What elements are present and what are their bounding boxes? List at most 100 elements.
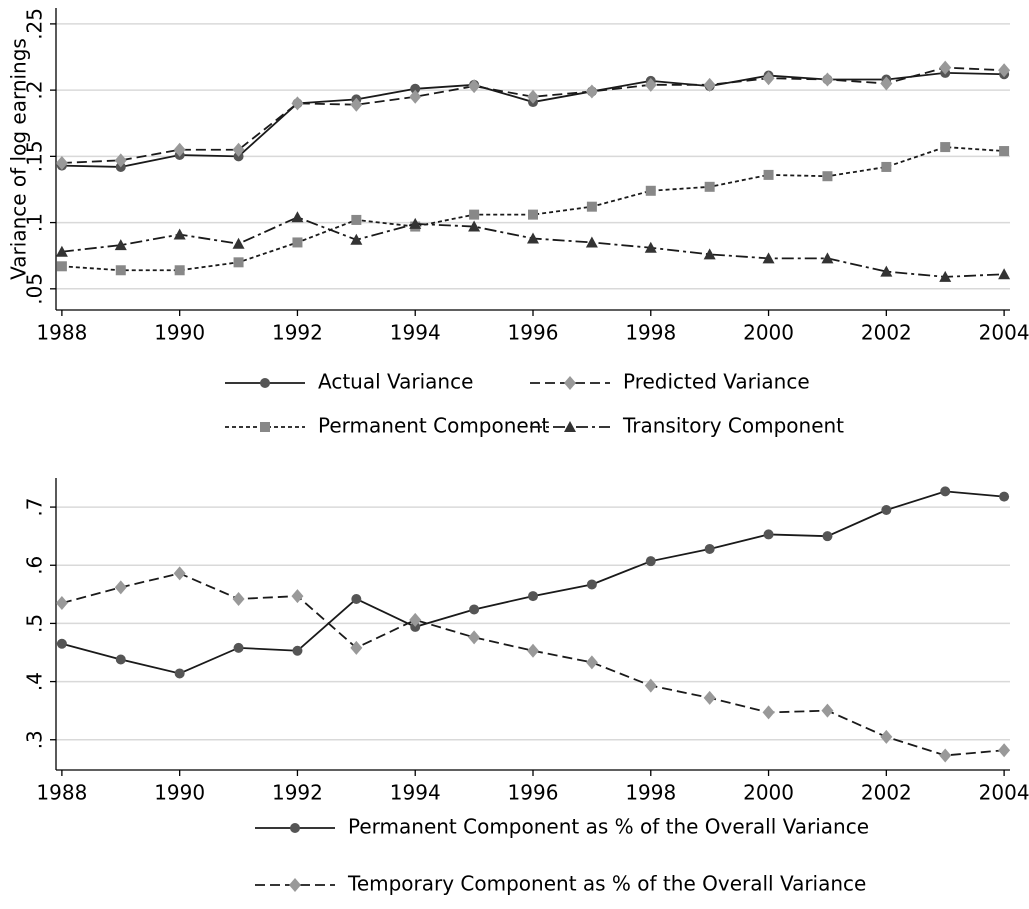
marker — [290, 823, 300, 833]
marker — [940, 486, 951, 497]
marker — [351, 593, 362, 604]
marker — [292, 645, 303, 656]
marker — [704, 181, 715, 192]
marker — [762, 705, 775, 720]
marker — [115, 654, 126, 665]
x-tick-label: 2004 — [979, 321, 1029, 345]
marker — [763, 529, 774, 540]
marker — [55, 155, 68, 170]
x-tick-label: 1998 — [625, 321, 676, 345]
legend-label: Permanent Component — [318, 414, 549, 438]
x-tick-label: 1996 — [508, 781, 559, 805]
x-tick-label: 1994 — [390, 781, 441, 805]
marker — [232, 142, 245, 157]
series-line — [61, 66, 1005, 164]
marker — [114, 153, 127, 168]
marker — [351, 214, 362, 225]
x-tick-label: 2000 — [743, 321, 794, 345]
marker — [115, 265, 126, 276]
x-tick-label: 1988 — [36, 321, 87, 345]
marker — [939, 270, 952, 282]
marker — [762, 252, 775, 264]
marker — [291, 211, 304, 223]
y-tick-label: .6 — [23, 556, 47, 575]
marker — [528, 209, 538, 220]
y-tick-label: .05 — [23, 273, 47, 305]
y-tick-label: .15 — [23, 140, 47, 172]
marker — [233, 257, 244, 268]
marker — [821, 252, 834, 264]
marker — [173, 142, 186, 157]
marker — [564, 376, 576, 390]
marker — [232, 237, 245, 249]
marker — [350, 233, 363, 245]
y-tick-label: .3 — [23, 730, 47, 749]
y-tick-label: .1 — [23, 213, 47, 232]
x-tick-label: 1990 — [154, 321, 205, 345]
marker — [999, 146, 1010, 157]
marker — [114, 580, 127, 595]
marker — [232, 591, 245, 606]
marker — [703, 248, 716, 260]
marker — [821, 72, 834, 87]
marker — [645, 185, 656, 196]
x-tick-label: 1994 — [390, 321, 441, 345]
marker — [822, 171, 833, 182]
series-line — [61, 72, 1005, 168]
x-tick-label: 2000 — [743, 781, 794, 805]
marker — [527, 89, 539, 104]
marker — [291, 96, 304, 111]
x-tick-label: 1990 — [154, 781, 205, 805]
marker — [173, 566, 186, 581]
marker — [822, 531, 833, 542]
marker — [998, 63, 1011, 78]
x-tick-label: 1992 — [272, 781, 323, 805]
series-line — [61, 146, 1005, 272]
marker — [292, 237, 303, 248]
marker — [881, 161, 892, 172]
marker — [55, 245, 68, 257]
marker — [586, 201, 597, 212]
marker — [410, 83, 421, 94]
marker — [174, 265, 185, 276]
legend-label: Actual Variance — [318, 370, 473, 394]
marker — [880, 729, 893, 744]
marker — [763, 169, 774, 180]
marker — [564, 421, 576, 432]
marker — [703, 690, 716, 705]
marker — [585, 236, 598, 248]
marker — [469, 209, 480, 220]
marker — [998, 268, 1011, 280]
y-tick-label: .7 — [23, 498, 47, 517]
marker — [939, 748, 952, 763]
legend-label: Predicted Variance — [623, 370, 810, 394]
marker — [585, 84, 598, 99]
x-tick-label: 1988 — [36, 781, 87, 805]
y-axis-title: Variance of log earnings — [7, 38, 31, 280]
marker — [468, 79, 481, 94]
marker — [56, 638, 67, 649]
marker — [350, 97, 363, 112]
marker — [586, 579, 597, 590]
marker — [762, 71, 775, 86]
y-tick-label: .25 — [23, 8, 47, 40]
marker — [260, 378, 270, 388]
marker — [114, 239, 127, 251]
marker — [469, 604, 480, 615]
marker — [55, 596, 68, 611]
x-tick-label: 2002 — [861, 781, 912, 805]
marker — [645, 556, 656, 567]
marker — [527, 232, 539, 244]
x-tick-label: 1998 — [625, 781, 676, 805]
legend-label: Temporary Component as % of the Overall … — [347, 872, 866, 896]
marker — [528, 591, 538, 602]
marker — [880, 76, 893, 91]
x-tick-label: 2002 — [861, 321, 912, 345]
marker — [821, 703, 834, 718]
y-tick-label: .2 — [23, 81, 47, 100]
marker — [260, 422, 270, 432]
marker — [881, 504, 892, 515]
marker — [409, 89, 422, 104]
